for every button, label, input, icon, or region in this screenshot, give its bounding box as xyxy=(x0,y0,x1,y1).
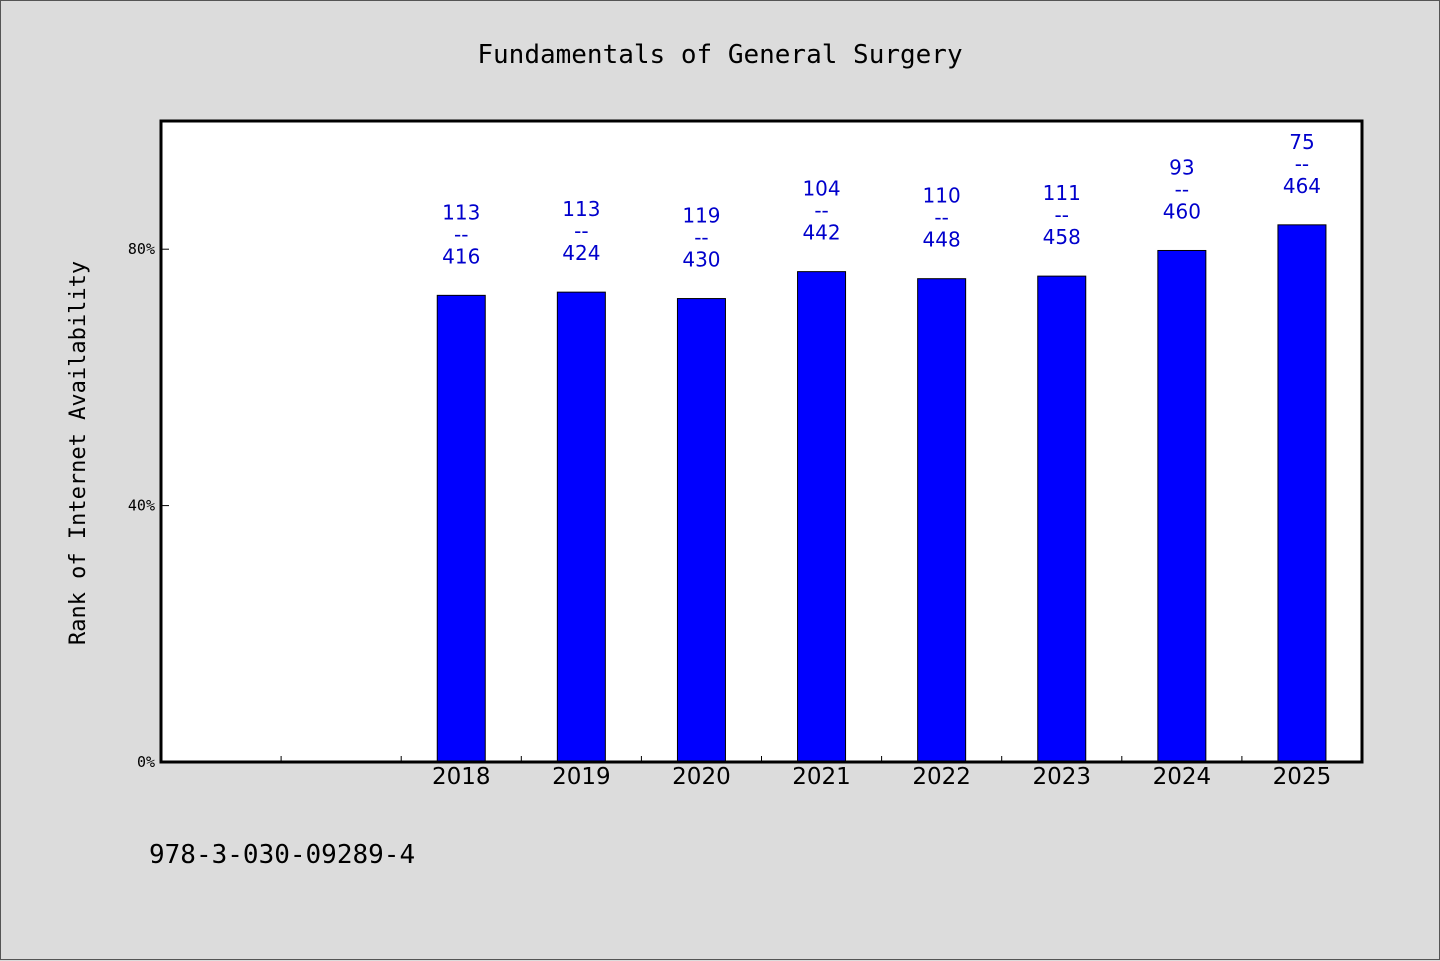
data-label-top: 113 xyxy=(442,200,480,224)
bar-2020 xyxy=(676,298,726,763)
data-label-top: 111 xyxy=(1043,181,1081,205)
data-label-separator: -- xyxy=(1175,177,1189,201)
data-label-separator: -- xyxy=(694,226,708,250)
data-label-top: 113 xyxy=(562,197,600,221)
bar-2025 xyxy=(1277,224,1327,763)
data-label-separator: -- xyxy=(574,219,588,243)
bar-2019 xyxy=(556,291,606,763)
data-labels-group: 416--113424--113430--119442--104448--110… xyxy=(442,130,1321,272)
bar-2024 xyxy=(1157,249,1207,763)
data-label-top: 119 xyxy=(682,204,720,228)
bar-2018 xyxy=(436,294,486,763)
data-label-bottom: 448 xyxy=(923,228,961,252)
data-label-bottom: 442 xyxy=(802,221,840,245)
data-label-separator: -- xyxy=(1295,152,1309,176)
data-label-top: 110 xyxy=(923,184,961,208)
chart-title: Fundamentals of General Surgery xyxy=(477,40,962,70)
y-tick-label: 80% xyxy=(128,240,155,258)
bar-2022 xyxy=(917,278,967,763)
data-label-bottom: 424 xyxy=(562,241,600,265)
data-label-separator: -- xyxy=(934,206,948,230)
x-tick-label: 2022 xyxy=(912,764,971,790)
bar-2021 xyxy=(797,271,847,763)
y-axis-label: Rank of Internet Availability xyxy=(66,261,91,645)
data-label-bottom: 416 xyxy=(442,244,480,268)
axes-group: 0% 40% 80% 2018 2019 2020 2021 2022 2023 2024 2025 xyxy=(128,240,1331,790)
x-tick-label: 2021 xyxy=(792,764,851,790)
x-tick-label: 2020 xyxy=(672,764,731,790)
bar-2023 xyxy=(1037,275,1087,763)
y-tick-label: 0% xyxy=(137,753,155,771)
x-tick-label: 2023 xyxy=(1032,764,1091,790)
bars-group xyxy=(436,224,1327,763)
isbn-text: 978-3-030-09289-4 xyxy=(149,840,415,870)
data-label-top: 75 xyxy=(1289,130,1314,154)
y-tick-label: 40% xyxy=(128,497,155,515)
data-label-separator: -- xyxy=(1055,203,1069,227)
plot-border xyxy=(159,119,1364,764)
data-label-separator: -- xyxy=(454,222,468,246)
data-label-bottom: 458 xyxy=(1043,225,1081,249)
x-tick-label: 2018 xyxy=(432,764,491,790)
data-label-bottom: 464 xyxy=(1283,174,1321,198)
data-label-bottom: 460 xyxy=(1163,199,1201,223)
data-label-top: 93 xyxy=(1169,155,1194,179)
data-label-bottom: 430 xyxy=(682,248,720,272)
x-tick-label: 2024 xyxy=(1153,764,1212,790)
x-tick-label: 2019 xyxy=(552,764,611,790)
x-tick-label: 2025 xyxy=(1273,764,1332,790)
data-label-top: 104 xyxy=(802,177,840,201)
data-label-separator: -- xyxy=(814,199,828,223)
